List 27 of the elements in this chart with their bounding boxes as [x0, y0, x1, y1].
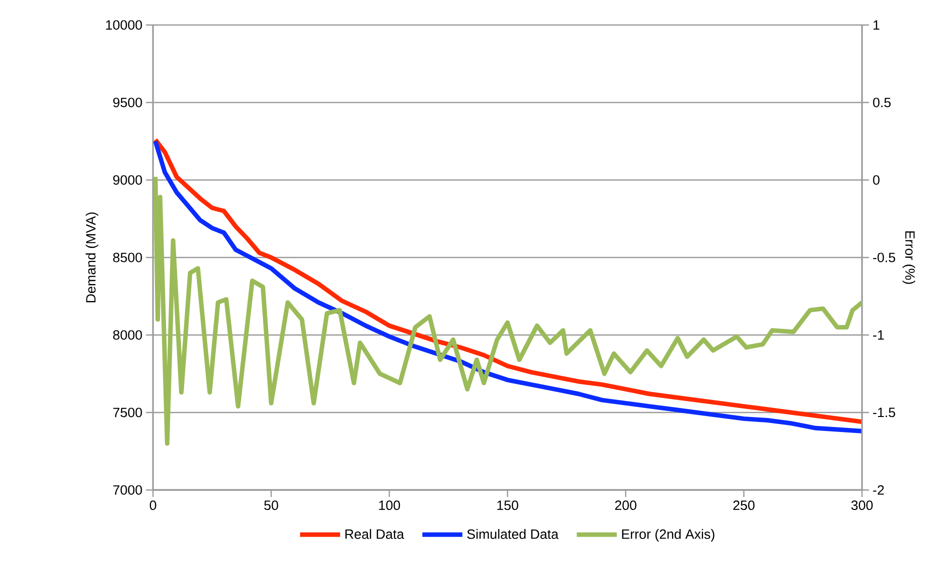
y-tick-label: 7000 — [113, 485, 142, 495]
y2-tick-label: -1.5 — [873, 408, 896, 418]
y2-tick-label: 0 — [873, 175, 880, 185]
line-series — [153, 174, 862, 446]
y2-tick-label: 0.5 — [873, 98, 891, 108]
y2-tick-label: -2 — [873, 485, 884, 495]
y-tick-label: 8500 — [113, 252, 142, 262]
y-tick-label: 7500 — [113, 408, 142, 418]
y-axis-title: Demand (MVA) — [86, 212, 98, 302]
y2-axis-title: Error (%) — [902, 231, 916, 284]
x-tick-label: 50 — [264, 500, 278, 510]
y-tick-label: 10000 — [106, 20, 142, 30]
legend-label: Real Data — [345, 529, 404, 539]
y-tick-label: 9000 — [113, 175, 142, 185]
y2-tick-label: -1 — [873, 330, 884, 340]
x-tick-label: 150 — [497, 500, 518, 510]
y-tick-label: 9500 — [113, 98, 142, 108]
x-tick-label: 100 — [379, 500, 400, 510]
x-tick-label: 0 — [150, 500, 156, 510]
x-tick-label: 300 — [851, 500, 873, 510]
y-tick-label: 8000 — [113, 330, 142, 340]
legend-label: Simulated Data — [467, 529, 559, 539]
legend-label: Error (2nd Axis) — [622, 529, 714, 542]
x-tick-label: 250 — [733, 500, 755, 510]
y2-tick-label: -0.5 — [873, 252, 896, 262]
y2-tick-label: 1 — [874, 20, 880, 30]
x-tick-label: 200 — [615, 500, 636, 510]
